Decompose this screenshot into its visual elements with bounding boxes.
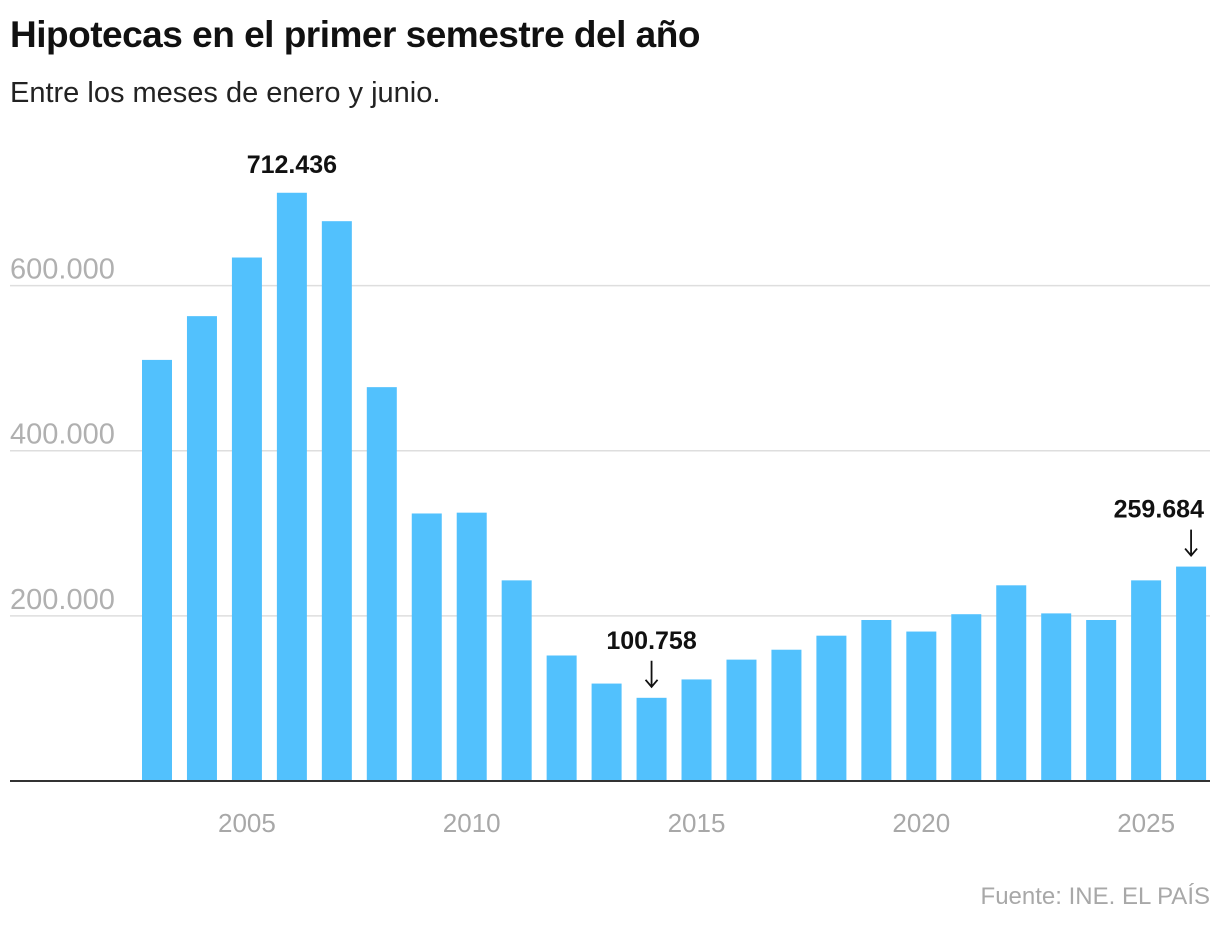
bar-2018: [816, 635, 847, 781]
bar-2019: [861, 619, 892, 781]
bar-2006: [276, 192, 307, 782]
bars: [142, 192, 1207, 782]
x-tick-label: 2020: [892, 808, 950, 838]
bar-2005: [231, 257, 262, 781]
y-tick-label: 400.000: [10, 419, 115, 451]
bar-2026: [1176, 566, 1207, 781]
x-tick-label: 2015: [668, 808, 726, 838]
x-tick-label: 2025: [1117, 808, 1175, 838]
bar-2012: [546, 655, 577, 781]
source-note: Fuente: INE. EL PAÍS: [980, 883, 1210, 910]
bar-2014: [636, 697, 667, 781]
annotation-label: 100.758: [606, 627, 696, 655]
bar-2013: [591, 683, 622, 781]
annotation-label: 259.684: [1114, 496, 1204, 524]
chart-title: Hipotecas en el primer semestre del año: [10, 14, 700, 55]
bar-2011: [501, 580, 532, 781]
chart-subtitle: Entre los meses de enero y junio.: [10, 77, 441, 109]
y-tick-label: 200.000: [10, 584, 115, 616]
x-tick-label: 2010: [443, 808, 501, 838]
annotation-label: 712.436: [247, 151, 337, 179]
x-tick-label: 2005: [218, 808, 276, 838]
y-axis-ticks: 200.000 400.000 600.000: [10, 254, 115, 616]
bar-2021: [951, 614, 982, 781]
bar-2003: [142, 359, 172, 781]
bar-2025: [1131, 580, 1162, 781]
bar-2023: [1041, 613, 1072, 781]
bar-2009: [411, 513, 442, 781]
x-axis-ticks: 2005 2010 2015 2020 2025: [218, 808, 1175, 838]
bar-2020: [906, 631, 937, 781]
bar-2015: [681, 679, 712, 781]
bar-2004: [186, 316, 217, 781]
bar-2007: [321, 221, 352, 781]
bar-2024: [1086, 619, 1117, 781]
y-tick-label: 600.000: [10, 254, 115, 286]
bar-2022: [996, 585, 1027, 781]
bar-2017: [771, 649, 802, 781]
annotations: 712.436 100.758 259.684: [247, 151, 1204, 689]
down-arrow-icon: [644, 660, 659, 689]
bar-2016: [726, 659, 757, 781]
down-arrow-icon: [1184, 529, 1198, 557]
bar-2010: [456, 512, 487, 781]
bar-2008: [366, 387, 397, 781]
